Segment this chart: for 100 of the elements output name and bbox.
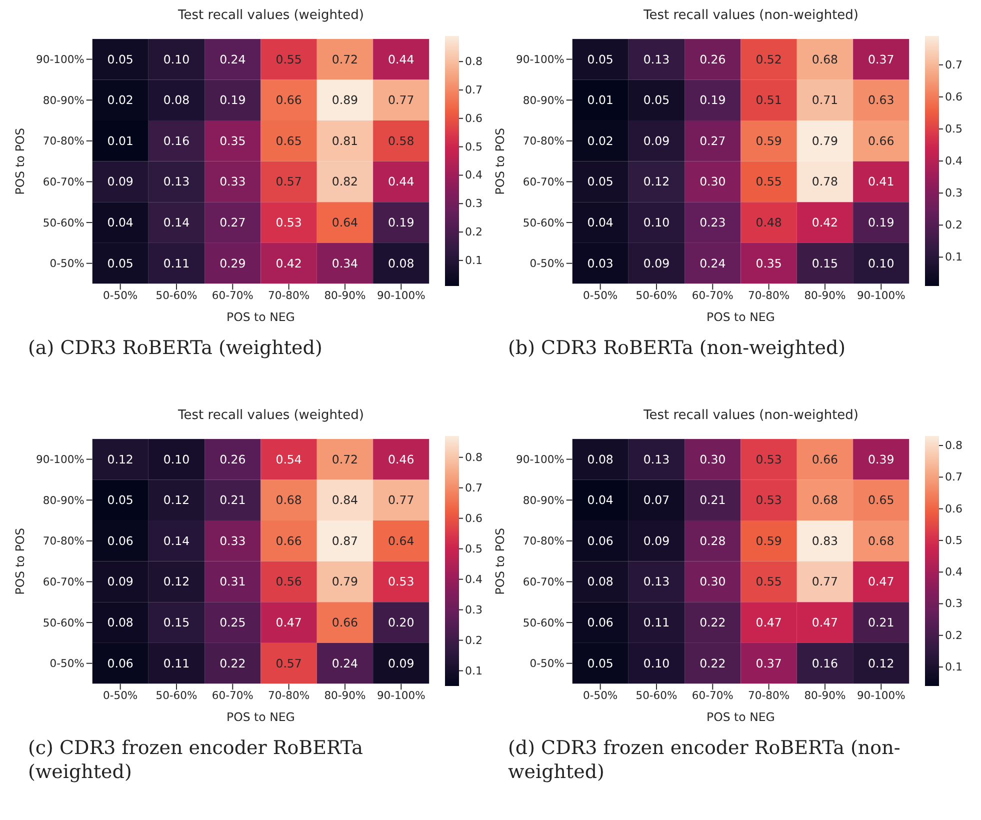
color-bar-label: 0.8 — [465, 55, 483, 68]
data-label: 0.19 — [868, 216, 894, 230]
x-tick-label: 90-100% — [856, 289, 906, 302]
data-label: 0.79 — [812, 134, 838, 148]
data-label: 0.10 — [643, 656, 670, 670]
x-tick-label: 70-80% — [268, 689, 310, 702]
text: (c) CDR3 frozen encoder RoBERTa (weighted) — [28, 736, 364, 784]
data-label: 0.44 — [388, 174, 414, 189]
data-label: 0.42 — [812, 216, 838, 230]
x-tick-label: 90-100% — [376, 289, 426, 302]
data-label: 0.12 — [107, 452, 134, 466]
data-label: 0.15 — [812, 256, 838, 270]
data-label: 0.13 — [163, 174, 190, 189]
data-label: 0.15 — [163, 616, 190, 630]
color-bar-label: 0.4 — [465, 168, 483, 182]
data-label: 0.47 — [276, 616, 302, 630]
data-label: 0.65 — [868, 493, 894, 508]
y-axis-title: POS to POS — [492, 128, 507, 195]
x-tick-label: 50-60% — [156, 689, 198, 702]
data-label: 0.02 — [587, 134, 614, 148]
data-label: 0.21 — [868, 616, 894, 630]
data-label: 0.21 — [700, 493, 726, 508]
data-label: 0.01 — [587, 93, 614, 108]
data-label: 0.03 — [587, 256, 614, 270]
y-tick-label: 80-90% — [42, 494, 84, 507]
color-bar-label: 0.6 — [945, 90, 963, 104]
data-label: 0.09 — [107, 574, 134, 589]
data-label: 0.27 — [220, 216, 246, 230]
data-label: 0.24 — [220, 52, 246, 66]
data-label: 0.42 — [276, 256, 302, 270]
data-label: 0.44 — [388, 52, 414, 66]
color-bar-label: 0.3 — [465, 603, 483, 616]
text: (b) CDR3 RoBERTa (non-weighted) — [508, 336, 847, 360]
x-tick-label: 90-100% — [856, 689, 906, 702]
x-tick-label: 90-100% — [376, 689, 426, 702]
data-label: 0.08 — [587, 452, 614, 466]
data-label: 0.66 — [332, 616, 358, 630]
data-label: 0.30 — [700, 574, 726, 589]
color-bar-label: 0.6 — [465, 512, 483, 525]
color-bar-label: 0.3 — [945, 597, 963, 610]
data-label: 0.33 — [220, 534, 246, 548]
color-bar-label: 0.7 — [465, 83, 483, 96]
x-axis-title: POS to NEG — [226, 710, 295, 724]
y-tick-label: 0-50% — [530, 657, 564, 670]
data-label: 0.89 — [332, 93, 358, 108]
x-tick-label: 0-50% — [582, 289, 618, 302]
color-bar-label: 0.1 — [465, 664, 483, 678]
data-label: 0.35 — [220, 134, 246, 148]
data-label: 0.52 — [756, 52, 782, 66]
data-label: 0.47 — [868, 574, 894, 589]
data-label: 0.66 — [868, 134, 894, 148]
data-label: 0.68 — [276, 493, 302, 508]
data-label: 0.81 — [332, 134, 358, 148]
x-tick-label: 70-80% — [748, 289, 790, 302]
x-tick-label: 0-50% — [582, 689, 618, 702]
data-label: 0.35 — [756, 256, 782, 270]
data-label: 0.09 — [643, 256, 670, 270]
data-label: 0.58 — [388, 134, 414, 148]
data-label: 0.78 — [812, 174, 838, 189]
y-tick-label: 50-60% — [522, 616, 564, 630]
data-label: 0.05 — [107, 256, 134, 270]
chart-title: Test recall values (weighted) — [177, 408, 365, 425]
data-label: 0.19 — [700, 93, 726, 108]
color-bar-label: 0.1 — [465, 254, 483, 267]
data-label: 0.68 — [868, 534, 894, 548]
color-bar-label: 0.5 — [465, 542, 483, 556]
y-tick-label: 50-60% — [42, 216, 84, 230]
y-tick-label: 80-90% — [42, 94, 84, 107]
color-bar-label: 0.6 — [945, 502, 963, 516]
data-label: 0.79 — [332, 574, 358, 589]
color-bar-label: 0.4 — [945, 154, 963, 168]
data-label: 0.04 — [107, 216, 134, 230]
y-tick-label: 50-60% — [42, 616, 84, 630]
data-label: 0.22 — [220, 656, 246, 670]
x-tick-label: 50-60% — [156, 289, 198, 302]
data-label: 0.14 — [163, 216, 190, 230]
y-tick-label: 60-70% — [522, 176, 564, 189]
data-label: 0.06 — [107, 534, 134, 548]
y-tick-label: 0-50% — [50, 657, 84, 670]
data-label: 0.16 — [812, 656, 838, 670]
x-axis-title: POS to NEG — [706, 710, 775, 724]
data-label: 0.22 — [700, 616, 726, 630]
data-label: 0.08 — [587, 574, 614, 589]
data-label: 0.06 — [107, 656, 134, 670]
data-label: 0.27 — [700, 134, 726, 148]
data-label: 0.46 — [388, 452, 414, 466]
y-tick-label: 0-50% — [530, 257, 564, 270]
data-label: 0.05 — [643, 93, 670, 108]
x-tick-label: 60-70% — [212, 689, 254, 702]
color-bar-label: 0.5 — [945, 122, 963, 136]
y-axis-title: POS to POS — [492, 528, 507, 595]
data-label: 0.04 — [587, 216, 614, 230]
color-bar-label: 0.5 — [945, 534, 963, 547]
y-tick-label: 70-80% — [522, 134, 564, 148]
x-tick-label: 0-50% — [102, 689, 138, 702]
data-label: 0.54 — [276, 452, 302, 466]
data-label: 0.47 — [756, 616, 782, 630]
y-tick-label: 60-70% — [522, 576, 564, 589]
color-bar-label: 0.2 — [945, 628, 963, 642]
data-label: 0.63 — [868, 93, 894, 108]
